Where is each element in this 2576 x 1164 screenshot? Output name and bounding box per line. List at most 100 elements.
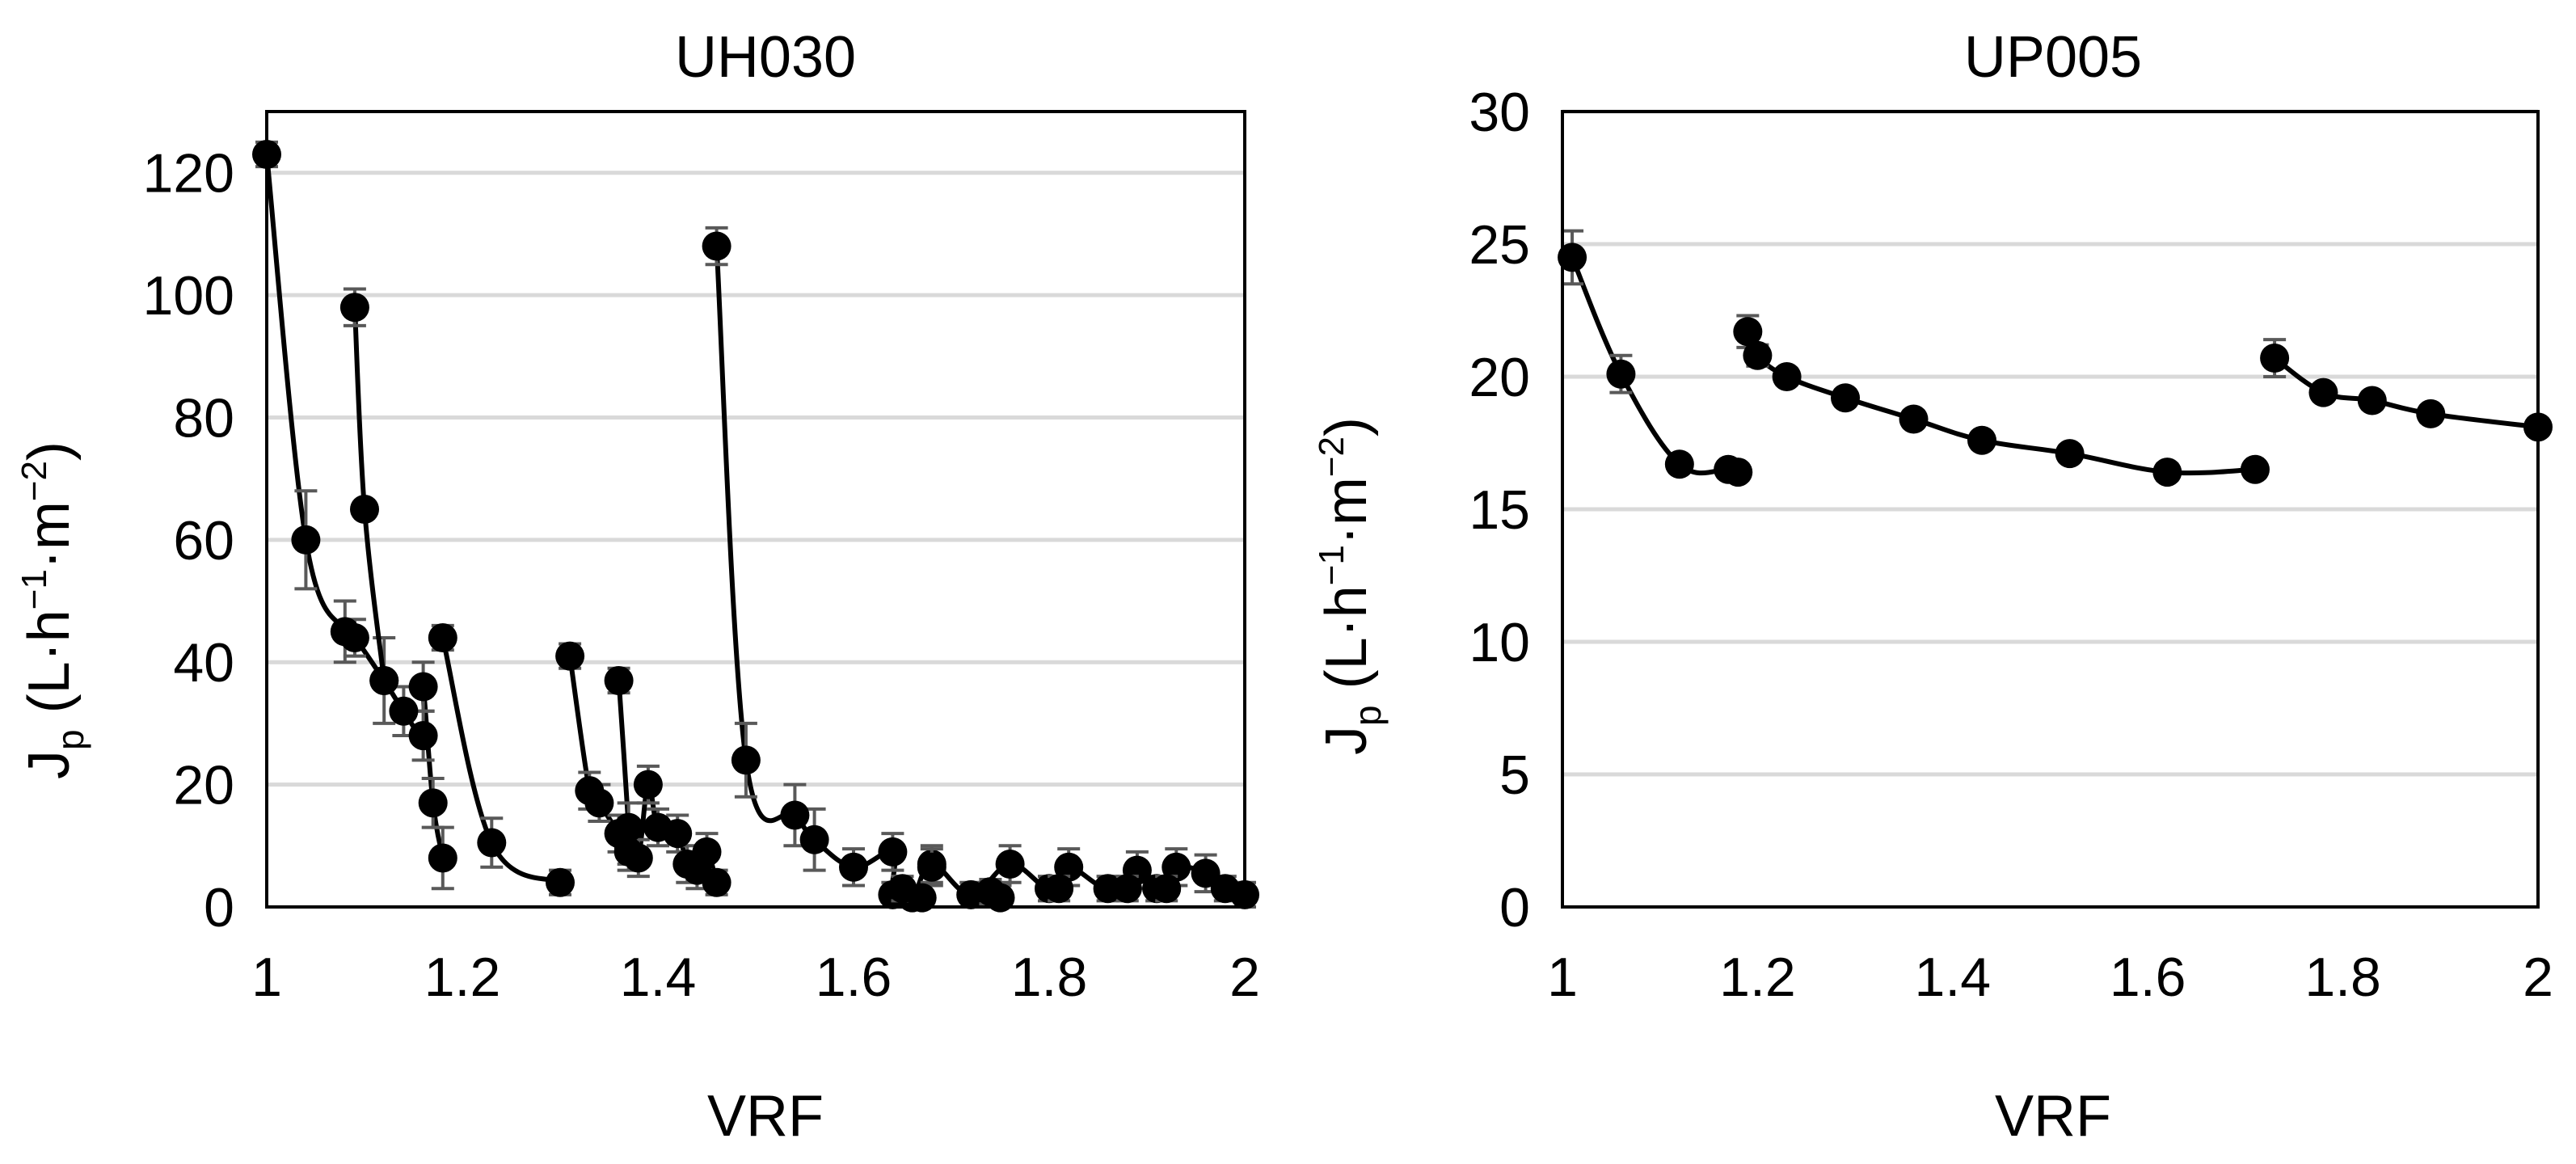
y-tick-label: 120: [143, 143, 234, 205]
data-series: [1558, 229, 2553, 487]
data-point: [799, 824, 829, 854]
data-point: [663, 819, 693, 849]
y-tick-label: 60: [173, 510, 234, 571]
data-point: [917, 852, 947, 882]
y-tick-label: 20: [1469, 347, 1530, 408]
y-tick-label: 10: [1469, 612, 1530, 673]
y-tick-label: 80: [173, 387, 234, 449]
y-label-base: J: [17, 750, 82, 779]
x-tick-labels: 1 1.2 1.4 1.6 1.8 2: [251, 947, 1260, 1008]
y-label-unit-end: ): [1314, 417, 1379, 436]
data-point: [389, 696, 419, 726]
data-point: [584, 788, 614, 818]
chart-title: UP005: [1964, 25, 2142, 90]
series-line: [1570, 256, 1739, 476]
y-label-unit-mid: ·m: [1314, 477, 1379, 545]
data-point: [2260, 344, 2290, 373]
chart-title: UH030: [675, 25, 856, 90]
y-tick-label: 0: [1499, 877, 1530, 938]
series-line: [1745, 331, 2256, 476]
extra-points: [887, 847, 1182, 913]
x-tick-label: 1.8: [2304, 947, 2381, 1008]
y-tick-label: 40: [173, 632, 234, 694]
y-label-unit: (L·h: [17, 609, 82, 729]
x-tick-labels: 1 1.2 1.4 1.6 1.8 2: [1547, 947, 2553, 1008]
plot-frame: [265, 110, 1246, 909]
y-axis-label: Jp (L·h−1·m−2): [15, 441, 91, 779]
chart-up005: UP005 0 5 10 15 20 25 30 1 1.2 1.4 1.6 1.8 2 VRF Jp…: [1312, 25, 2553, 1149]
y-tick-labels: 0 20 40 60 80 100 120: [143, 143, 234, 938]
data-point: [1044, 874, 1074, 904]
y-label-exponent-2: −2: [15, 461, 54, 501]
data-point: [1112, 874, 1142, 904]
y-tick-label: 100: [143, 265, 234, 327]
x-axis-label: VRF: [1995, 1084, 2111, 1149]
data-point: [408, 672, 438, 702]
y-tick-labels: 0 5 10 15 20 25 30: [1469, 82, 1530, 938]
x-tick-label: 1.8: [1011, 947, 1088, 1008]
data-point: [1831, 383, 1861, 413]
data-point: [2055, 439, 2085, 469]
series-line: [440, 637, 562, 885]
y-label-subscript: p: [1347, 705, 1389, 726]
data-series: [252, 139, 1259, 913]
y-label-exponent-1: −1: [15, 569, 54, 609]
data-point: [339, 293, 369, 323]
x-axis-label: VRF: [707, 1084, 824, 1149]
x-tick-label: 1.6: [2110, 947, 2186, 1008]
data-point: [731, 745, 761, 775]
data-point: [1899, 404, 1929, 434]
data-point: [692, 837, 722, 867]
data-point: [1772, 362, 1802, 391]
series-3: [428, 622, 575, 897]
data-point: [702, 867, 731, 897]
data-point: [546, 867, 575, 897]
y-label-unit: (L·h: [1314, 585, 1379, 705]
data-point: [555, 641, 585, 671]
x-tick-label: 1.2: [1719, 947, 1796, 1008]
data-point: [633, 770, 663, 799]
series-1: [1558, 229, 1753, 487]
data-point: [350, 495, 379, 524]
x-tick-label: 1.4: [1915, 947, 1992, 1008]
grid-lines: [1562, 109, 2538, 777]
series-2: [1733, 314, 2270, 487]
y-label-unit-end: ): [17, 441, 82, 461]
y-label-exponent-1: −1: [1312, 545, 1351, 585]
data-point: [428, 843, 457, 873]
series-6: [702, 226, 1259, 913]
data-point: [1152, 874, 1182, 904]
data-point: [2416, 399, 2446, 428]
y-tick-label: 20: [173, 755, 234, 816]
data-point: [907, 883, 937, 913]
data-point: [291, 525, 321, 555]
data-point: [1723, 458, 1753, 487]
y-label-exponent-2: −2: [1312, 436, 1351, 477]
x-tick-label: 1.6: [816, 947, 892, 1008]
y-tick-label: 15: [1469, 479, 1530, 541]
data-point: [1664, 449, 1694, 479]
series-5: [604, 665, 731, 897]
y-axis-label: Jp (L·h−1·m−2): [1312, 417, 1389, 755]
x-tick-label: 2: [1229, 947, 1260, 1008]
data-point: [339, 622, 369, 652]
data-point: [1967, 425, 1997, 455]
series-3: [2260, 338, 2553, 442]
y-label-unit-mid: ·m: [17, 501, 82, 569]
y-label-base: J: [1314, 726, 1379, 755]
y-label-subscript: p: [49, 729, 91, 750]
x-tick-label: 2: [2523, 947, 2553, 1008]
data-point: [623, 843, 653, 873]
chart-uh030: UH030 0 20 40 60 80 100 120 1 1.2 1.4 1.6 1.8 2 VRF…: [15, 25, 1260, 1149]
data-point: [1558, 242, 1587, 272]
data-point: [428, 622, 457, 652]
data-point: [1743, 340, 1773, 370]
plot-frame: [1561, 110, 2540, 909]
data-point: [613, 812, 643, 842]
data-point: [1606, 359, 1636, 389]
data-point: [985, 883, 1015, 913]
data-point: [418, 788, 448, 818]
data-point: [1191, 858, 1221, 888]
y-tick-label: 0: [204, 877, 234, 938]
